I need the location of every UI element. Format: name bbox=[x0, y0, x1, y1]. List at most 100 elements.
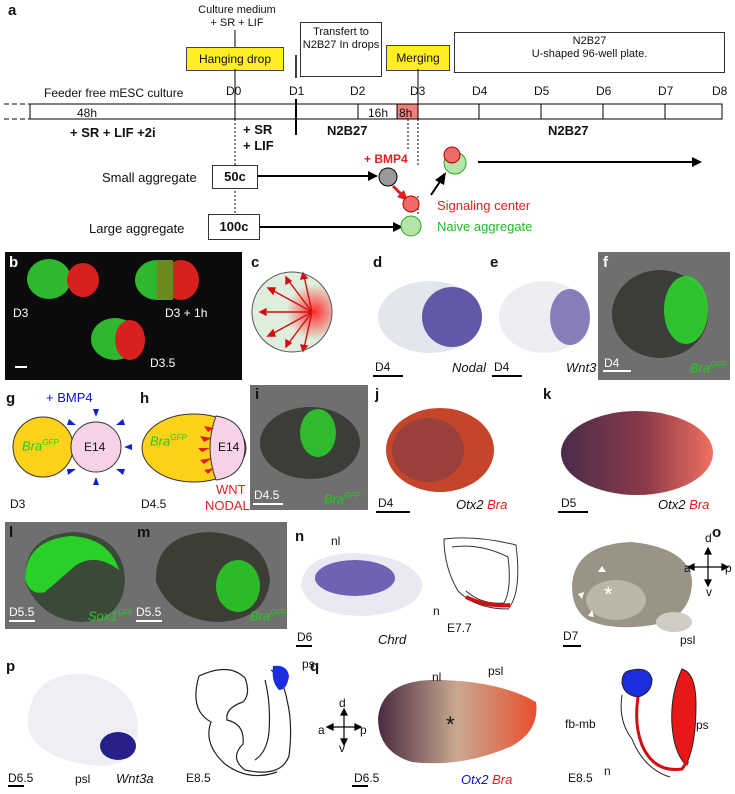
f-scale-bar bbox=[603, 370, 631, 372]
q-n-label: n bbox=[604, 764, 611, 778]
culture-medium-text: Culture medium bbox=[198, 4, 276, 16]
transfer-text: Transfert to N2B27 In drops bbox=[302, 26, 380, 51]
panel-e-embryoid bbox=[499, 281, 590, 353]
b-scale-bar bbox=[15, 366, 27, 368]
q-asterisk: * bbox=[446, 712, 455, 737]
panel-label-b: b bbox=[9, 254, 19, 271]
panel-k-embryoid bbox=[561, 411, 713, 495]
q-e85-schematic bbox=[620, 668, 697, 778]
sr-text: + SR bbox=[243, 122, 273, 137]
panel-label-g: g bbox=[6, 390, 16, 407]
h-wnt-label: WNT bbox=[216, 482, 246, 497]
panel-label-q: q bbox=[310, 658, 320, 675]
q-genes-label: Otx2 Bra bbox=[461, 772, 513, 787]
q-a-label: a bbox=[318, 723, 325, 737]
panel-label-k: k bbox=[543, 386, 552, 403]
n-day-label: D6 bbox=[297, 630, 313, 644]
small-aggregate-text: Small aggregate bbox=[102, 170, 197, 185]
e-scale-bar bbox=[492, 375, 522, 377]
h16-label: 16h bbox=[368, 106, 389, 120]
h-day-label: D4.5 bbox=[141, 497, 167, 511]
panel-l-image: D5.5 Sox1GFP bbox=[5, 522, 134, 629]
g-bmp4-label: + BMP4 bbox=[46, 390, 93, 405]
panel-l-embryoid bbox=[24, 532, 125, 622]
hanging-drop-box: Hanging drop bbox=[186, 47, 284, 71]
panel-o-embryoid bbox=[572, 542, 730, 632]
n2b27-plate-text-1: N2B27 bbox=[572, 35, 607, 47]
o-v-label: v bbox=[706, 585, 712, 599]
k-genes-label: Otx2 Bra bbox=[658, 497, 710, 512]
n2b27-right-text: N2B27 bbox=[548, 123, 589, 138]
p-day-label: D6.5 bbox=[8, 771, 34, 785]
panel-h-diagram bbox=[141, 413, 247, 483]
bmp4-text: + BMP4 bbox=[364, 152, 408, 166]
p-gene-label: Wnt3a bbox=[116, 771, 154, 786]
n-e77-label: E7.7 bbox=[447, 621, 472, 635]
panel-f-embryoid bbox=[612, 270, 708, 358]
h-e14-label: E14 bbox=[218, 440, 240, 454]
q-e85-label: E8.5 bbox=[568, 771, 593, 785]
naive-aggregate-text: Naive aggregate bbox=[437, 219, 533, 234]
q-day-label: D6.5 bbox=[354, 771, 380, 785]
panel-label-c: c bbox=[251, 254, 260, 271]
o-p-label: p bbox=[725, 561, 732, 575]
m-day-label: D5.5 bbox=[136, 605, 162, 619]
q-axis-cross bbox=[325, 708, 363, 747]
i-day-label: D4.5 bbox=[254, 488, 280, 502]
k-day-label: D5 bbox=[561, 496, 577, 510]
j-day-label: D4 bbox=[378, 496, 394, 510]
c50-box: 50c bbox=[212, 165, 258, 189]
panel-i-embryoid bbox=[260, 407, 360, 479]
o-scale-bar bbox=[563, 645, 581, 647]
n-nl-label: nl bbox=[331, 534, 341, 548]
day-label-d8: D8 bbox=[712, 84, 728, 98]
g-day-label: D3 bbox=[10, 497, 26, 511]
panel-label-d: d bbox=[373, 254, 383, 271]
panel-label-o: o bbox=[712, 524, 722, 541]
day-label-d1: D1 bbox=[289, 84, 305, 98]
panel-q-embryoid bbox=[378, 679, 537, 764]
n2b27-plate-box: N2B27 U-shaped 96-well plate. bbox=[454, 32, 725, 73]
pre-medium-text: + SR + LIF +2i bbox=[70, 125, 156, 140]
o-asterisk: * bbox=[604, 582, 613, 607]
b-d3-1h-label: D3 + 1h bbox=[165, 306, 208, 320]
panel-label-a: a bbox=[8, 2, 17, 19]
q-v-label: v bbox=[339, 741, 345, 755]
panel-j-embryoid bbox=[386, 408, 494, 492]
timeline-schematic bbox=[4, 30, 723, 237]
p-e85-schematic bbox=[195, 665, 292, 777]
g-e14-label: E14 bbox=[84, 440, 106, 454]
panel-b-image: D3 D3 + 1h D3.5 bbox=[5, 252, 242, 380]
o-psl-label: psl bbox=[680, 633, 696, 647]
panel-b-aggregates bbox=[27, 259, 199, 360]
p-ps-label: ps bbox=[302, 657, 315, 671]
panel-label-h: h bbox=[140, 390, 150, 407]
panel-label-i: i bbox=[255, 386, 260, 403]
sr-lif-text: + SR + LIF bbox=[210, 17, 264, 29]
q-nl-label: nl bbox=[432, 670, 442, 684]
d-scale-bar bbox=[373, 375, 403, 377]
o-d-label: d bbox=[705, 531, 712, 545]
b-d3-label: D3 bbox=[13, 306, 29, 320]
q-ps-label: ps bbox=[696, 718, 709, 732]
signaling-center-text: Signaling center bbox=[437, 198, 531, 213]
h48-label: 48h bbox=[77, 106, 98, 120]
n-e77-schematic bbox=[443, 537, 519, 610]
c100-box: 100c bbox=[208, 214, 260, 240]
h-nodal-label: NODAL bbox=[205, 498, 250, 513]
o-day-label: D7 bbox=[563, 629, 579, 643]
h8-label: 8h bbox=[399, 106, 413, 120]
q-d-label: d bbox=[339, 696, 346, 710]
n2b27-left-text: N2B27 bbox=[327, 123, 368, 138]
f-day-label: D4 bbox=[604, 356, 620, 370]
i-gene-label: BraGFP bbox=[324, 491, 361, 507]
q-psl-label: psl bbox=[488, 664, 504, 678]
feeder-free-text: Feeder free mESC culture bbox=[44, 86, 184, 100]
n-n-label: n bbox=[433, 604, 440, 618]
panel-f-image: D4 BraGFP bbox=[598, 252, 730, 380]
k-scale-bar bbox=[558, 511, 588, 513]
h-bra-label: BraGFP bbox=[150, 433, 187, 449]
o-a-label: a bbox=[684, 561, 691, 575]
e-day-label: D4 bbox=[494, 360, 510, 374]
panel-p-embryoid bbox=[27, 673, 138, 766]
